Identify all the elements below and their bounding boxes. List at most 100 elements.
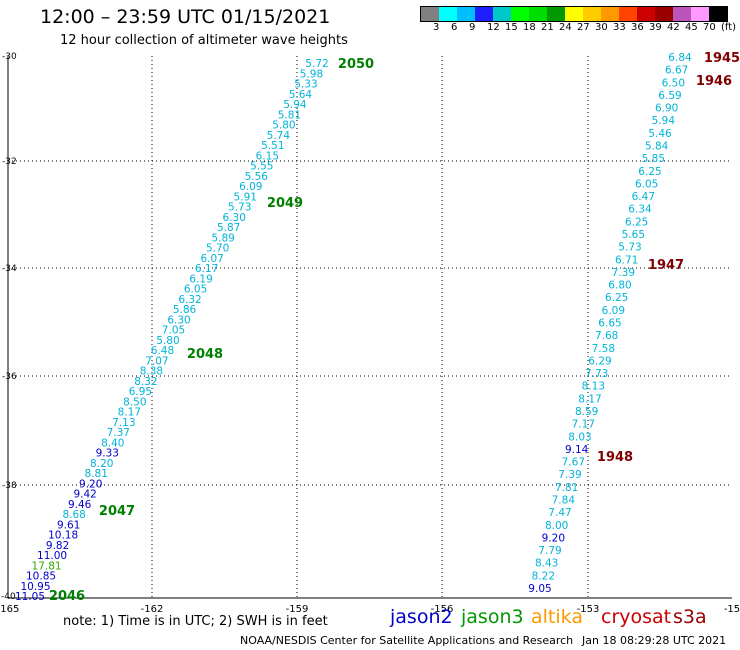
wave-height-value: 8.68	[62, 509, 85, 521]
wave-height-value: 7.07	[145, 355, 168, 367]
wave-height-value: 8.38	[140, 366, 163, 378]
wave-height-value: 7.81	[555, 482, 578, 494]
scale-label: 70	[703, 22, 716, 33]
scale-label: 24	[559, 22, 572, 33]
wave-height-value: 6.09	[602, 305, 625, 317]
wave-height-value: 6.95	[129, 386, 152, 398]
wave-height-value: 6.48	[151, 345, 174, 357]
wave-height-value: 6.59	[658, 90, 681, 102]
wave-height-value: 5.89	[211, 232, 234, 244]
wave-height-value: 6.25	[625, 216, 648, 228]
wave-height-value: 8.43	[535, 558, 558, 570]
scale-swatch	[457, 7, 475, 21]
legend-s3a: s3a	[673, 606, 707, 628]
wave-height-value: 9.33	[96, 448, 119, 460]
scale-swatch	[601, 7, 619, 21]
wave-height-value: 9.20	[542, 532, 565, 544]
scale-swatch	[619, 7, 637, 21]
pass-time-label: 2050	[338, 57, 374, 72]
wave-height-value: 6.32	[178, 294, 201, 306]
scale-label: 39	[649, 22, 662, 33]
scale-swatch	[673, 7, 691, 21]
scale-label: 36	[631, 22, 644, 33]
wave-height-value: 10.95	[20, 581, 50, 593]
wave-height-value: 5.86	[173, 304, 197, 316]
pass-time-label: 1946	[696, 74, 732, 89]
wave-height-value: 5.80	[156, 335, 179, 347]
wave-height-value: 5.64	[289, 89, 313, 101]
pass-time-label: 1945	[704, 51, 740, 66]
pass-time-label: 2046	[49, 589, 85, 604]
pass-time-label: 2049	[267, 196, 303, 211]
latitude-tick-label: -38	[2, 481, 17, 491]
scale-label: 33	[613, 22, 626, 33]
wave-height-value: 6.90	[655, 103, 678, 115]
wave-height-color-scale	[420, 6, 728, 22]
wave-height-value: 17.81	[32, 560, 62, 572]
wave-height-value: 8.03	[568, 431, 591, 443]
scale-label: 6	[451, 22, 458, 33]
scale-swatch	[439, 7, 457, 21]
wave-height-value: 5.85	[642, 153, 665, 165]
latitude-tick-label: -34	[2, 264, 17, 274]
scale-swatch	[511, 7, 529, 21]
wave-height-value: 6.84	[668, 52, 692, 64]
wave-height-value: 7.84	[552, 495, 576, 507]
wave-height-value: 8.40	[101, 437, 124, 449]
wave-height-value: 5.73	[228, 202, 251, 214]
wave-height-value: 6.25	[605, 292, 628, 304]
longitude-tick-label: -15	[724, 604, 740, 615]
wave-height-value: 11.00	[37, 550, 67, 562]
wave-height-value: 8.17	[118, 407, 141, 419]
wave-height-value: 5.91	[234, 191, 257, 203]
legend-jason3: jason3	[461, 606, 524, 628]
map-subtitle: 12 hour collection of altimeter wave hei…	[60, 33, 348, 48]
wave-height-value: 6.34	[628, 204, 652, 216]
wave-height-value: 5.73	[618, 242, 641, 254]
wave-height-value: 6.71	[615, 254, 638, 266]
scale-label: 12	[487, 22, 500, 33]
wave-height-value: 9.20	[79, 478, 102, 490]
scale-label: 9	[469, 22, 476, 33]
latitude-tick-label: -40	[1, 592, 16, 602]
scale-swatch	[637, 7, 655, 21]
scale-swatch	[475, 7, 493, 21]
wave-height-value: 6.17	[195, 263, 218, 275]
latitude-tick-label: -32	[2, 157, 17, 167]
scale-swatch	[547, 7, 565, 21]
wave-height-value: 6.50	[662, 77, 685, 89]
longitude-tick-label: -162	[141, 604, 164, 615]
map-title: 12:00 – 23:59 UTC 01/15/2021	[40, 6, 331, 28]
longitude-tick-label: -153	[577, 604, 600, 615]
wave-height-value: 5.74	[267, 130, 291, 142]
longitude-tick-label: -165	[0, 604, 19, 615]
scale-swatch	[529, 7, 547, 21]
wave-height-value: 9.14	[565, 444, 589, 456]
scale-swatch	[493, 7, 511, 21]
wave-height-value: 5.94	[652, 115, 676, 127]
scale-label: 18	[523, 22, 536, 33]
wave-height-value: 8.17	[578, 393, 601, 405]
wave-height-value: 6.19	[189, 273, 212, 285]
wave-height-value: 8.81	[85, 468, 108, 480]
scale-label: 3	[433, 22, 440, 33]
scale-swatch	[655, 7, 673, 21]
wave-height-value: 5.81	[278, 109, 301, 121]
wave-height-value: 5.80	[272, 120, 295, 132]
wave-height-value: 6.05	[635, 178, 658, 190]
latitude-tick-label: -30	[2, 52, 17, 62]
scale-swatch	[709, 7, 727, 21]
wave-height-value: 9.46	[68, 499, 92, 511]
wave-height-value: 6.30	[167, 314, 190, 326]
wave-height-value: 6.30	[223, 212, 246, 224]
scale-swatch	[565, 7, 583, 21]
wave-height-value: 7.73	[585, 368, 608, 380]
wave-height-value: 7.05	[162, 325, 185, 337]
wave-height-value: 7.39	[558, 469, 581, 481]
wave-height-value: 10.18	[48, 530, 78, 542]
scale-swatch	[691, 7, 709, 21]
legend-jason2: jason2	[390, 606, 453, 628]
footer-note: note: 1) Time is in UTC; 2) SWH is in fe…	[63, 614, 328, 629]
scale-swatch	[421, 7, 439, 21]
